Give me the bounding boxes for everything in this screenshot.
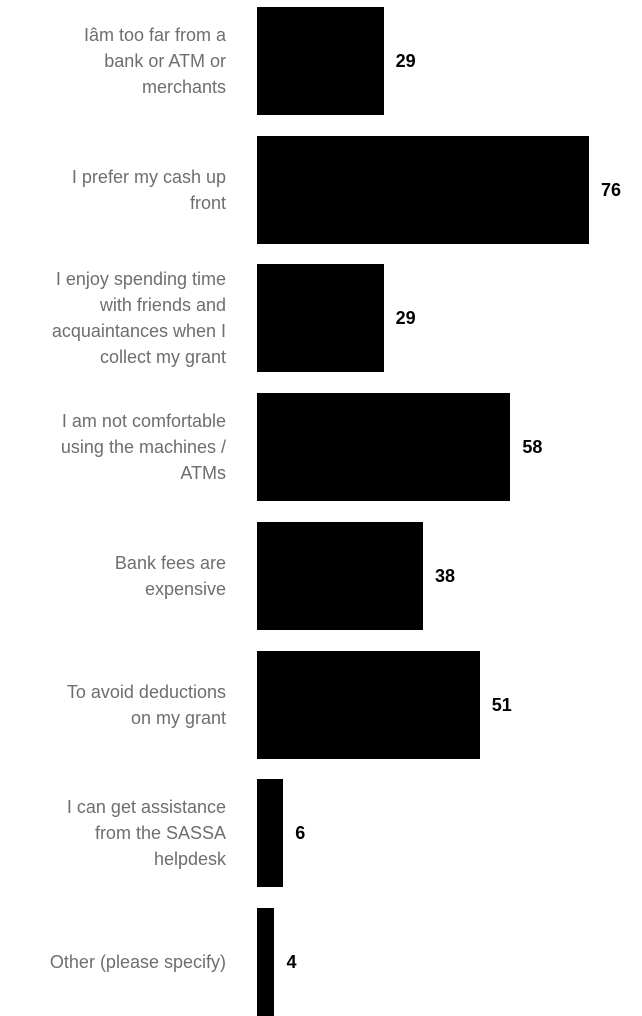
value-label-2: 76 — [601, 179, 622, 200]
value-label-8: 4 — [286, 951, 297, 972]
value-label-1: 29 — [395, 51, 416, 71]
category-label-2: I prefer my cash up front — [71, 166, 226, 213]
bar-3 — [257, 264, 384, 373]
category-label-5: Bank fees are expensive — [114, 552, 226, 599]
bar-6 — [257, 650, 480, 759]
value-label-5: 38 — [435, 565, 456, 586]
category-label-7: I can get assistance from the SASSA help… — [66, 797, 226, 870]
category-label-6: To avoid deductions on my grant — [66, 681, 226, 728]
category-label-1: Iâm too far from a bank or ATM or mercha… — [83, 25, 226, 97]
bar-1 — [257, 7, 384, 115]
category-label-3: I enjoy spending time with friends and a… — [51, 269, 226, 368]
category-label-4: I am not comfortable using the machines … — [60, 411, 226, 484]
bar-4 — [257, 393, 511, 502]
value-label-3: 29 — [395, 308, 416, 329]
bar-7 — [257, 779, 284, 888]
value-label-7: 6 — [295, 823, 306, 844]
value-label-6: 51 — [491, 694, 512, 715]
bar-5 — [257, 521, 423, 630]
bar-2 — [257, 135, 589, 244]
category-label-8: Other (please specify) — [49, 951, 226, 972]
bar-8 — [257, 907, 275, 1016]
value-label-4: 58 — [522, 437, 543, 458]
